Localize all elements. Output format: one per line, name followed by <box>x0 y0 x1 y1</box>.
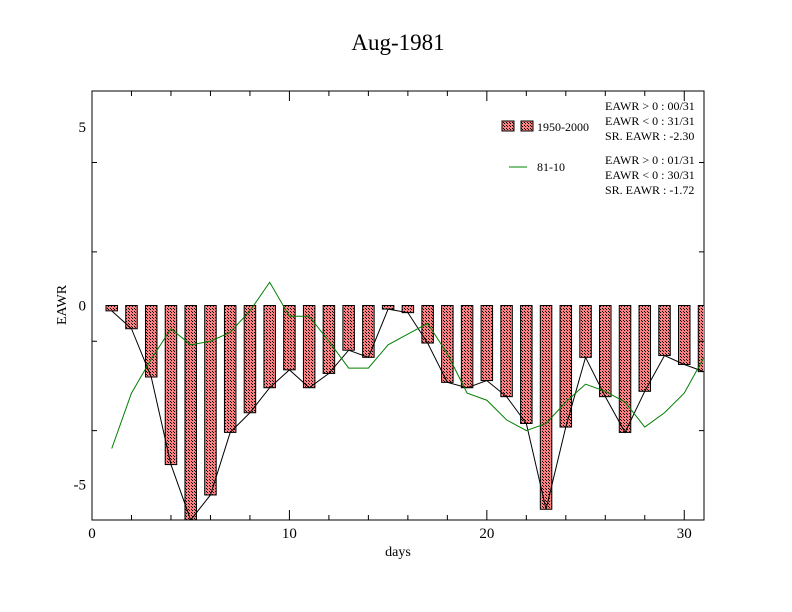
legend-swatch-bar <box>520 120 534 132</box>
stats-line: EAWR < 0 : 31/31 <box>605 114 695 128</box>
line-series-group <box>111 281 704 449</box>
bar-connector-group <box>111 308 704 520</box>
bar-series-group <box>105 305 704 520</box>
bar-day-27 <box>618 305 632 433</box>
bar-day-30 <box>678 305 691 365</box>
y-axis-label: EAWR <box>55 284 70 325</box>
x-tick-label: 0 <box>88 526 96 542</box>
bar-day-6 <box>204 305 217 496</box>
bar-day-21 <box>500 305 513 398</box>
x-tick-label: 30 <box>677 526 692 542</box>
legend-label-1950-2000: 1950-2000 <box>537 120 589 134</box>
x-tick-label: 20 <box>479 526 494 542</box>
bar-day-28 <box>638 305 652 392</box>
bar-day-23 <box>539 305 553 510</box>
bar-day-19 <box>460 305 474 389</box>
bar-day-13 <box>342 305 355 351</box>
stats-line: EAWR > 0 : 01/31 <box>605 153 695 167</box>
legend-swatch-bar <box>501 120 515 132</box>
bar-day-5 <box>184 305 197 520</box>
bar-day-1 <box>105 305 118 312</box>
bar-day-29 <box>658 305 671 357</box>
bar-day-9 <box>263 305 276 389</box>
bar-day-14 <box>362 305 375 358</box>
y-tick-label: 5 <box>79 120 87 136</box>
bar-day-7 <box>223 305 237 433</box>
bar-day-24 <box>559 305 573 428</box>
stats-line: EAWR < 0 : 30/31 <box>605 168 695 182</box>
bar-day-11 <box>302 305 316 389</box>
stats-line: EAWR > 0 : 00/31 <box>605 99 695 113</box>
bar-series-connector-line <box>111 308 704 520</box>
line-series-81-10 <box>111 281 704 449</box>
bar-day-18 <box>441 305 454 383</box>
y-tick-label: -5 <box>74 477 87 493</box>
bar-day-12 <box>322 305 336 374</box>
bar-day-20 <box>480 305 494 382</box>
stats-line: SR. EAWR : -2.30 <box>605 129 694 143</box>
axes-group: 0 10 20 30 -5 0 5 <box>74 91 704 542</box>
bar-day-15 <box>381 305 395 310</box>
bar-day-26 <box>599 305 612 398</box>
legend-label-81-10: 81-10 <box>537 160 565 174</box>
x-axis-label: days <box>385 545 411 560</box>
bar-day-22 <box>520 305 533 424</box>
bar-day-8 <box>243 305 257 414</box>
y-tick-label: 0 <box>79 299 87 315</box>
bar-day-10 <box>283 305 296 371</box>
chart-title: Aug-1981 <box>351 30 444 55</box>
bar-day-25 <box>579 305 592 358</box>
x-tick-label: 10 <box>282 526 297 542</box>
bar-day-31 <box>697 305 704 373</box>
stats-line: SR. EAWR : -1.72 <box>605 183 694 197</box>
